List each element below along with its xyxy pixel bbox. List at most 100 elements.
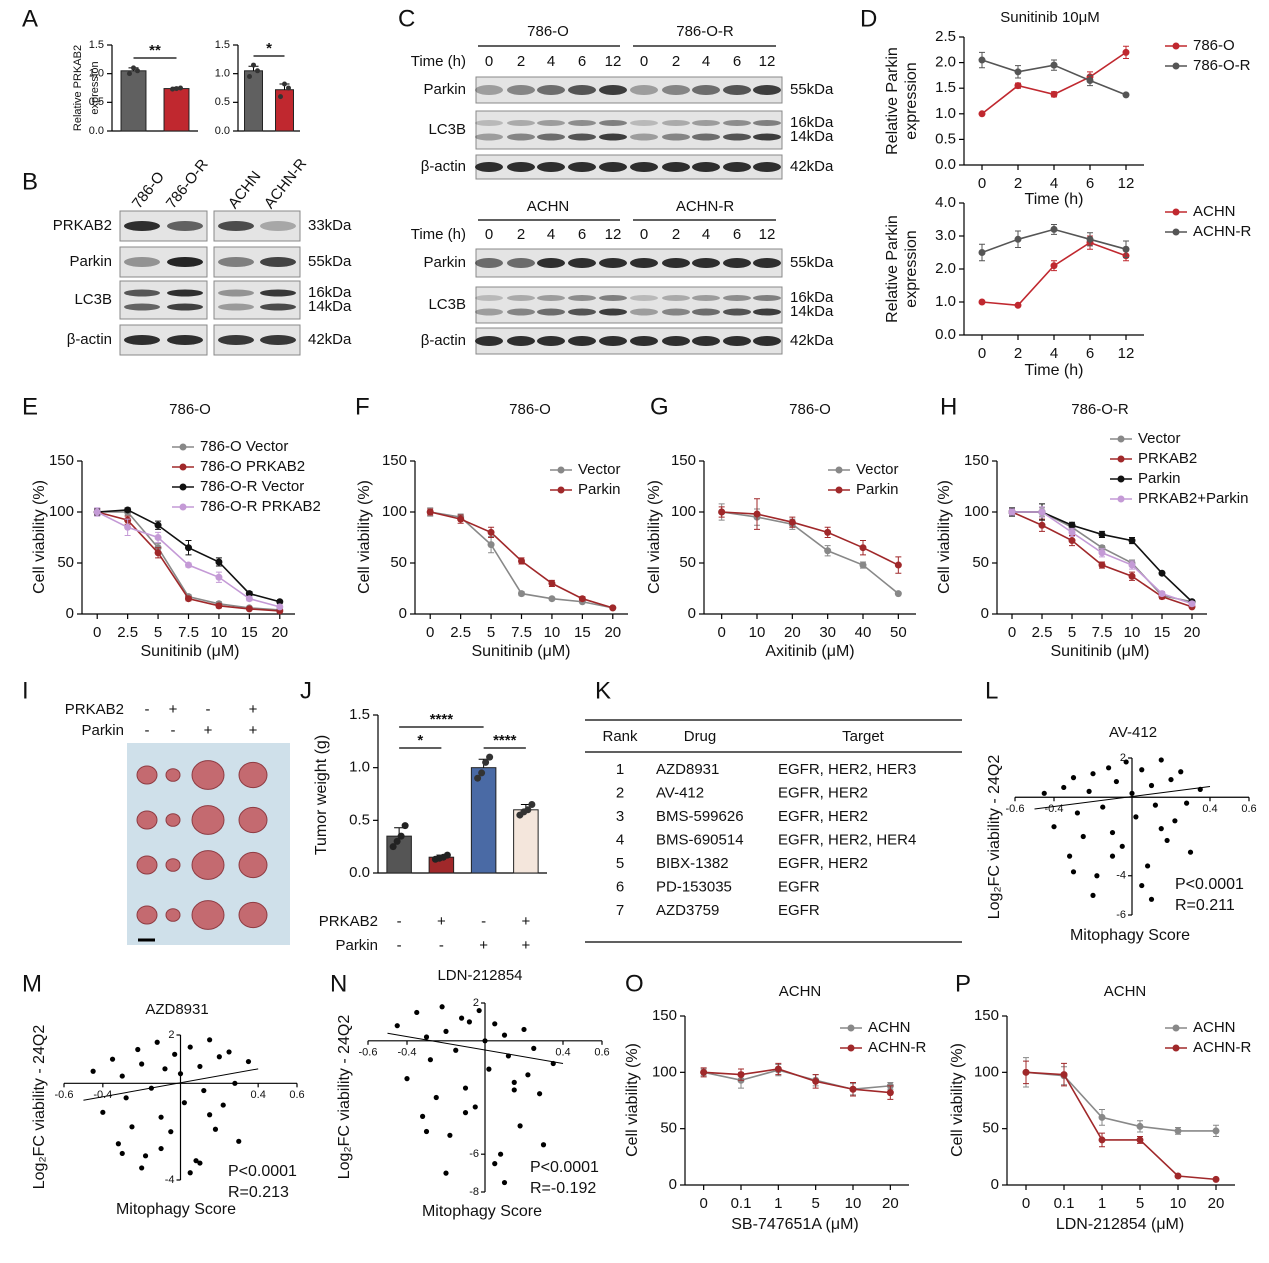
table-cell: 4 (616, 831, 624, 848)
point (492, 1021, 498, 1027)
point (1113, 778, 1119, 785)
x-axis-label: Sunitinib (μM) (1050, 643, 1149, 660)
y-tick-label: 50 (982, 1120, 999, 1137)
table-cell: EGFR, HER2, HER3 (778, 761, 916, 778)
x-tick-label: 6 (1086, 345, 1094, 362)
time-label: 4 (702, 53, 710, 70)
blot-band (723, 308, 751, 316)
blot-membrane (119, 280, 208, 320)
blot-band (167, 303, 203, 311)
table-cell: EGFR, HER2 (778, 784, 868, 801)
point (753, 510, 761, 518)
x-tick-label: 0.4 (1202, 803, 1217, 815)
x-tick-label: 0 (978, 175, 986, 192)
significance-label: **** (430, 711, 454, 728)
y-axis-label: Cell viability (%) (356, 480, 373, 594)
tumor (165, 908, 181, 922)
legend-label: ACHN-R (1193, 223, 1251, 240)
point (700, 1068, 708, 1076)
x-axis-label: Time (h) (1025, 191, 1084, 208)
point (119, 1073, 125, 1079)
x-tick-label: 2 (1014, 175, 1022, 192)
table-cell: BMS-690514 (656, 831, 744, 848)
trend-line (83, 1068, 259, 1101)
point (215, 558, 223, 566)
x-tick-label: -0.6 (359, 1047, 378, 1059)
y-tick-label: 0.5 (349, 811, 370, 828)
blot-band (662, 120, 690, 126)
blot-size: 14kDa (790, 303, 834, 320)
point (498, 1151, 504, 1157)
point (1050, 262, 1058, 270)
time-label: 4 (547, 226, 555, 243)
y-tick-label: 100 (974, 1063, 999, 1080)
blot-band (167, 257, 203, 267)
x-tick-label: 0.6 (289, 1089, 304, 1101)
tumor (165, 813, 181, 827)
x-axis-label: Mitophagy Score (116, 1201, 236, 1218)
blot-band (218, 303, 254, 311)
x-tick-label: 4 (1050, 175, 1058, 192)
data-point (131, 65, 136, 71)
y-tick-label: -4 (165, 1174, 175, 1186)
point (1086, 235, 1094, 243)
stat-label: P<0.0001 (1175, 876, 1244, 893)
x-tick-label: 10 (749, 624, 766, 641)
x-tick-label: 10 (845, 1195, 862, 1212)
significance-label: ** (149, 42, 161, 59)
blot-size: 14kDa (308, 298, 352, 315)
blot-membrane (475, 110, 783, 150)
point (185, 561, 192, 569)
point (129, 1124, 135, 1130)
y-tick-label: 0 (981, 605, 989, 622)
lane-label: 786-O (129, 169, 168, 212)
point (276, 603, 284, 611)
point (1128, 537, 1136, 545)
point (1128, 561, 1136, 569)
point (115, 1141, 121, 1147)
blot-band (537, 85, 565, 95)
x-tick-label: 20 (882, 1195, 899, 1212)
data-point (401, 822, 409, 830)
trend-line (1034, 785, 1211, 810)
blot-band (662, 295, 690, 301)
legend-label: 786-O PRKAB2 (200, 458, 305, 475)
point (1061, 784, 1067, 791)
data-point (178, 85, 183, 91)
y-tick-label: 50 (972, 554, 989, 571)
legend-marker (835, 486, 843, 494)
y-tick-label: 1.5 (349, 706, 370, 723)
point (90, 1068, 96, 1074)
y-axis-label: expression (903, 230, 920, 307)
x-tick-label: 20 (1184, 624, 1201, 641)
blot-band (260, 303, 296, 311)
y-tick-label: 2 (168, 1029, 174, 1041)
point (154, 521, 162, 529)
point (423, 1034, 430, 1040)
point (578, 595, 586, 603)
group-row-label: Parkin (335, 937, 378, 954)
point (154, 534, 162, 541)
time-label: 6 (578, 53, 586, 70)
x-tick-label: 5 (1068, 624, 1076, 641)
panel-letter: O (625, 970, 644, 997)
legend-label: Vector (1138, 430, 1181, 447)
y-tick-label: 100 (671, 503, 696, 520)
point (978, 298, 986, 306)
x-tick-label: 0 (699, 1195, 707, 1212)
point (1098, 1113, 1106, 1121)
point (427, 1057, 433, 1063)
x-tick-label: 0 (93, 624, 101, 641)
point (1090, 892, 1096, 898)
stat-label: R=0.213 (228, 1184, 289, 1201)
point (216, 1054, 222, 1060)
panel-letter: L (985, 677, 998, 704)
x-tick-label: 12 (1118, 345, 1135, 362)
point (1100, 804, 1106, 810)
x-tick-label: 30 (819, 624, 836, 641)
y-tick-label: 150 (964, 452, 989, 469)
point (1060, 1071, 1068, 1079)
chart-title: 786-O (169, 401, 211, 418)
tumor (238, 806, 268, 834)
